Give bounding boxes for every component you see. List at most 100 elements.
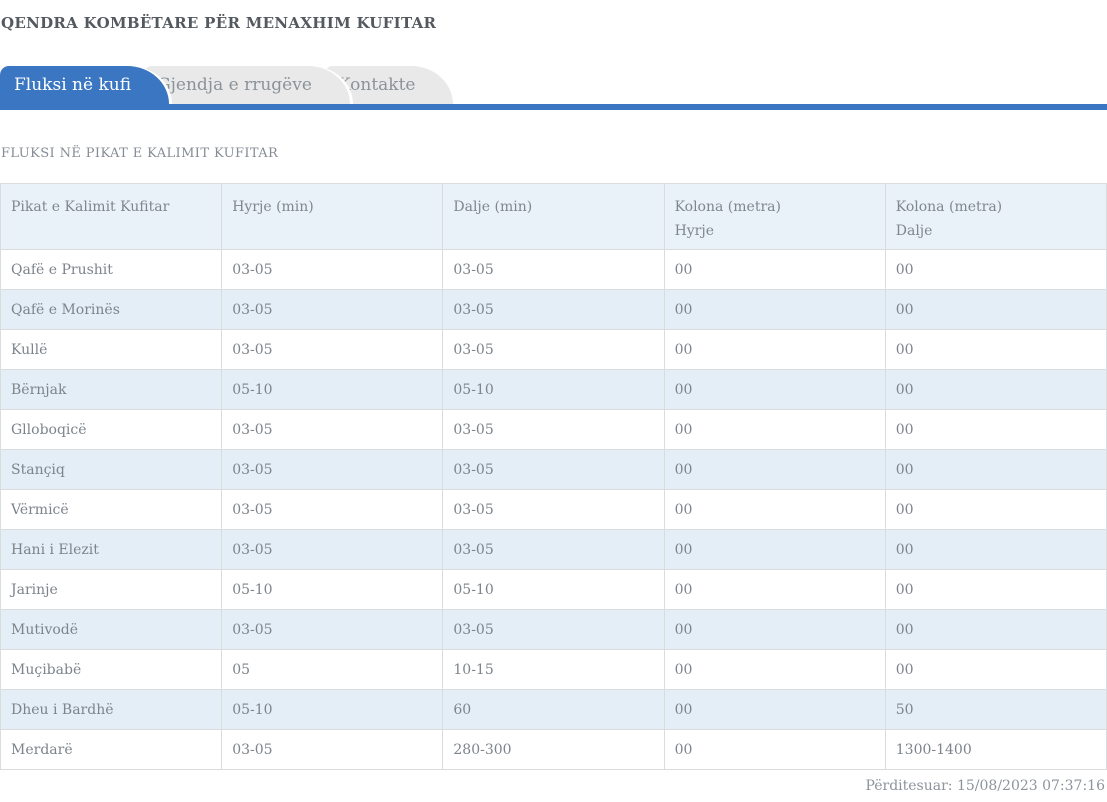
crossing-value: 00: [663, 329, 886, 370]
column-header-line1: Kolona (metra): [674, 199, 781, 215]
crossing-point-name: Vërmicë: [0, 489, 223, 530]
crossing-value: 60: [442, 689, 665, 730]
crossing-point-name: Kullë: [0, 329, 223, 370]
crossing-value: 00: [663, 409, 886, 450]
crossing-value: 03-05: [442, 489, 665, 530]
column-header-line2: Dalje: [895, 223, 933, 239]
crossing-value: 00: [663, 369, 886, 410]
crossing-value: 50: [884, 689, 1107, 730]
crossing-value: 03-05: [221, 329, 444, 370]
table-row: Qafë e Morinës 03-05 03-05 00 00: [0, 289, 1107, 330]
crossing-value: 00: [884, 649, 1107, 690]
crossing-value: 00: [663, 529, 886, 570]
last-updated-label: Përditesuar:: [865, 778, 953, 794]
crossing-point-name: Bërnjak: [0, 369, 223, 410]
table-row: Jarinje 05-10 05-10 00 00: [0, 569, 1107, 610]
crossing-point-name: Qafë e Morinës: [0, 289, 223, 330]
crossing-point-name: Stançiq: [0, 449, 223, 490]
column-header-line1: Dalje (min): [453, 199, 533, 215]
crossing-value: 00: [663, 609, 886, 650]
crossing-point-name: Glloboqicë: [0, 409, 223, 450]
crossing-value: 00: [663, 249, 886, 290]
column-header-line1: Pikat e Kalimit Kufitar: [11, 199, 170, 215]
column-header: Kolona (metra) Dalje: [884, 183, 1107, 250]
crossing-point-name: Dheu i Bardhë: [0, 689, 223, 730]
table-row: Glloboqicë 03-05 03-05 00 00: [0, 409, 1107, 450]
crossing-value: 00: [663, 289, 886, 330]
tab-gjendja-e-rrugeve[interactable]: Gjendja e rrugëve: [143, 66, 350, 104]
crossing-value: 05-10: [221, 569, 444, 610]
crossing-value: 03-05: [442, 449, 665, 490]
crossing-value: 05-10: [221, 369, 444, 410]
crossing-value: 05-10: [442, 369, 665, 410]
crossing-value: 00: [884, 569, 1107, 610]
crossing-point-name: Mutivodë: [0, 609, 223, 650]
crossing-value: 10-15: [442, 649, 665, 690]
crossing-value: 03-05: [221, 489, 444, 530]
table-header: Pikat e Kalimit Kufitar Hyrje (min) Dalje …: [0, 183, 1107, 250]
crossing-value: 00: [663, 649, 886, 690]
crossing-value: 03-05: [221, 249, 444, 290]
crossing-value: 05-10: [442, 569, 665, 610]
crossing-value: 1300-1400: [884, 729, 1107, 770]
crossing-value: 05: [221, 649, 444, 690]
crossing-value: 03-05: [221, 729, 444, 770]
crossing-value: 280-300: [442, 729, 665, 770]
crossing-value: 00: [884, 529, 1107, 570]
table-row: Bërnjak 05-10 05-10 00 00: [0, 369, 1107, 410]
table-row: Muçibabë 05 10-15 00 00: [0, 649, 1107, 690]
crossing-value: 03-05: [221, 449, 444, 490]
crossing-value: 00: [884, 609, 1107, 650]
column-header: Dalje (min): [442, 183, 665, 250]
crossing-value: 00: [663, 689, 886, 730]
table-row: Dheu i Bardhë 05-10 60 00 50: [0, 689, 1107, 730]
crossing-value: 03-05: [221, 409, 444, 450]
table-body: Qafë e Prushit 03-05 03-05 00 00 Qafë e Morin…: [0, 249, 1107, 770]
crossing-value: 03-05: [221, 289, 444, 330]
crossing-value: 03-05: [442, 609, 665, 650]
crossing-value: 00: [884, 409, 1107, 450]
crossing-point-name: Muçibabë: [0, 649, 223, 690]
last-updated: Përditesuar: 15/08/2023 07:37:16: [0, 770, 1107, 796]
crossing-value: 00: [884, 249, 1107, 290]
table-row: Kullë 03-05 03-05 00 00: [0, 329, 1107, 370]
crossing-value: 03-05: [442, 409, 665, 450]
crossing-value: 00: [663, 449, 886, 490]
crossing-value: 00: [663, 489, 886, 530]
crossing-value: 03-05: [221, 609, 444, 650]
crossing-value: 00: [884, 489, 1107, 530]
crossing-point-name: Hani i Elezit: [0, 529, 223, 570]
column-header-line1: Hyrje (min): [232, 199, 314, 215]
crossing-value: 00: [884, 449, 1107, 490]
crossing-value: 03-05: [442, 329, 665, 370]
table-row: Mutivodë 03-05 03-05 00 00: [0, 609, 1107, 650]
crossing-value: 03-05: [442, 289, 665, 330]
table-row: Merdarë 03-05 280-300 00 1300-1400: [0, 729, 1107, 770]
column-header: Pikat e Kalimit Kufitar: [0, 183, 223, 250]
section-title: FLUKSI NË PIKAT E KALIMIT KUFITAR: [1, 146, 279, 161]
column-header-line1: Kolona (metra): [895, 199, 1003, 215]
last-updated-timestamp: 15/08/2023 07:37:16: [956, 778, 1105, 794]
crossing-point-name: Jarinje: [0, 569, 223, 610]
column-header: Kolona (metra) Hyrje: [663, 183, 886, 250]
crossing-point-name: Merdarë: [0, 729, 223, 770]
crossing-value: 00: [884, 289, 1107, 330]
column-header: Hyrje (min): [221, 183, 444, 250]
crossing-value: 03-05: [442, 249, 665, 290]
border-crossing-table: Pikat e Kalimit Kufitar Hyrje (min) Dalje …: [0, 183, 1107, 770]
page-title: QENDRA KOMBËTARE PËR MENAXHIM KUFITAR: [1, 14, 437, 32]
crossing-value: 00: [663, 729, 886, 770]
crossing-point-name: Qafë e Prushit: [0, 249, 223, 290]
table-row: Hani i Elezit 03-05 03-05 00 00: [0, 529, 1107, 570]
table-header-row: Pikat e Kalimit Kufitar Hyrje (min) Dalje …: [0, 183, 1107, 250]
crossing-value: 03-05: [221, 529, 444, 570]
crossing-value: 05-10: [221, 689, 444, 730]
column-header-line2: Hyrje: [674, 223, 714, 239]
table-row: Stançiq 03-05 03-05 00 00: [0, 449, 1107, 490]
table-row: Vërmicë 03-05 03-05 00 00: [0, 489, 1107, 530]
table-row: Qafë e Prushit 03-05 03-05 00 00: [0, 249, 1107, 290]
crossing-value: 00: [663, 569, 886, 610]
tab-fluksi-ne-kufi[interactable]: Fluksi në kufi: [0, 66, 170, 104]
crossing-value: 00: [884, 369, 1107, 410]
crossing-value: 00: [884, 329, 1107, 370]
